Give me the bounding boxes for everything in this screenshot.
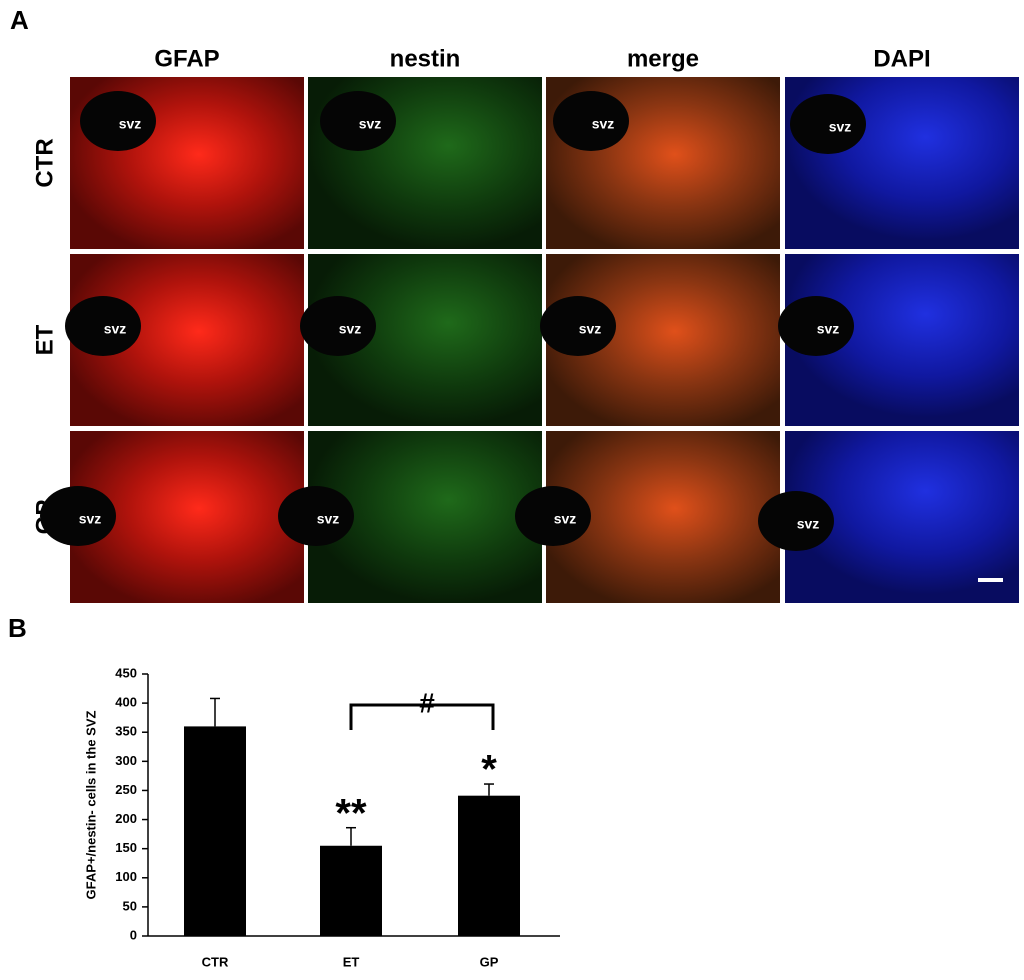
ventricle	[553, 91, 629, 151]
region-label: svz	[317, 511, 340, 527]
ventricle	[40, 486, 116, 546]
bar	[320, 845, 382, 936]
row-label: CTR	[31, 138, 58, 187]
panel-label: A	[10, 5, 29, 35]
x-tick-label: ET	[343, 954, 360, 969]
ventricle	[300, 296, 376, 356]
y-tick-label: 250	[115, 782, 137, 797]
region-label: svz	[119, 116, 142, 132]
region-label: svz	[817, 321, 840, 337]
column-header: GFAP	[154, 45, 219, 72]
ventricle	[758, 491, 834, 551]
ventricle	[778, 296, 854, 356]
x-tick-label: CTR	[202, 954, 229, 969]
bar	[458, 795, 520, 936]
ventricle	[790, 94, 866, 154]
region-label: svz	[359, 116, 382, 132]
ventricle	[80, 91, 156, 151]
y-tick-label: 150	[115, 840, 137, 855]
ventricle	[320, 91, 396, 151]
region-label: svz	[554, 511, 577, 527]
y-tick-label: 350	[115, 724, 137, 739]
y-tick-label: 100	[115, 869, 137, 884]
significance-mark: *	[481, 748, 497, 792]
image-grid: GFAP nestin merge DAPI CTR svz svz svz svz ET svz s…	[31, 45, 1019, 603]
y-tick-label: 300	[115, 753, 137, 768]
column-header: nestin	[390, 45, 461, 72]
region-label: svz	[579, 321, 602, 337]
column-header: DAPI	[873, 45, 930, 72]
y-tick-label: 50	[123, 898, 137, 913]
bar-chart: GFAP+/nestin- cells in the SVZ # 0 50 100 1…	[83, 665, 560, 969]
y-tick-label: 400	[115, 695, 137, 710]
y-tick-label: 200	[115, 811, 137, 826]
region-label: svz	[79, 511, 102, 527]
ventricle	[515, 486, 591, 546]
region-label: svz	[104, 321, 127, 337]
ventricle	[278, 486, 354, 546]
row-label: ET	[31, 324, 58, 355]
comparison-label: #	[419, 687, 435, 718]
ventricle	[65, 296, 141, 356]
bar	[184, 726, 246, 936]
comparison-bracket	[349, 703, 495, 730]
panel-label: B	[8, 613, 27, 643]
column-header: merge	[627, 45, 699, 72]
region-label: svz	[829, 119, 852, 135]
x-tick-label: GP	[480, 954, 499, 969]
significance-mark: **	[335, 791, 367, 835]
ventricle	[540, 296, 616, 356]
region-label: svz	[797, 516, 820, 532]
region-label: svz	[592, 116, 615, 132]
y-axis-label: GFAP+/nestin- cells in the SVZ	[83, 710, 98, 899]
region-label: svz	[339, 321, 362, 337]
y-tick-label: 450	[115, 665, 137, 680]
y-tick-label: 0	[130, 927, 137, 942]
